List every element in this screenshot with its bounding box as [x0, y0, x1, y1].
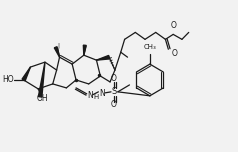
- Text: OH: OH: [36, 94, 48, 103]
- Text: N: N: [99, 89, 105, 98]
- Text: O: O: [111, 74, 117, 83]
- Polygon shape: [96, 55, 109, 60]
- Text: N: N: [87, 91, 93, 100]
- Polygon shape: [83, 45, 86, 55]
- Polygon shape: [22, 67, 30, 81]
- Text: O: O: [171, 49, 177, 58]
- Text: O: O: [170, 21, 176, 30]
- Text: S: S: [111, 87, 117, 96]
- Text: |: |: [58, 43, 60, 48]
- Polygon shape: [54, 47, 60, 57]
- Text: O: O: [111, 100, 117, 109]
- Text: HO: HO: [2, 75, 14, 85]
- Text: H: H: [94, 94, 99, 100]
- Text: CH₃: CH₃: [144, 44, 156, 50]
- Polygon shape: [38, 62, 45, 97]
